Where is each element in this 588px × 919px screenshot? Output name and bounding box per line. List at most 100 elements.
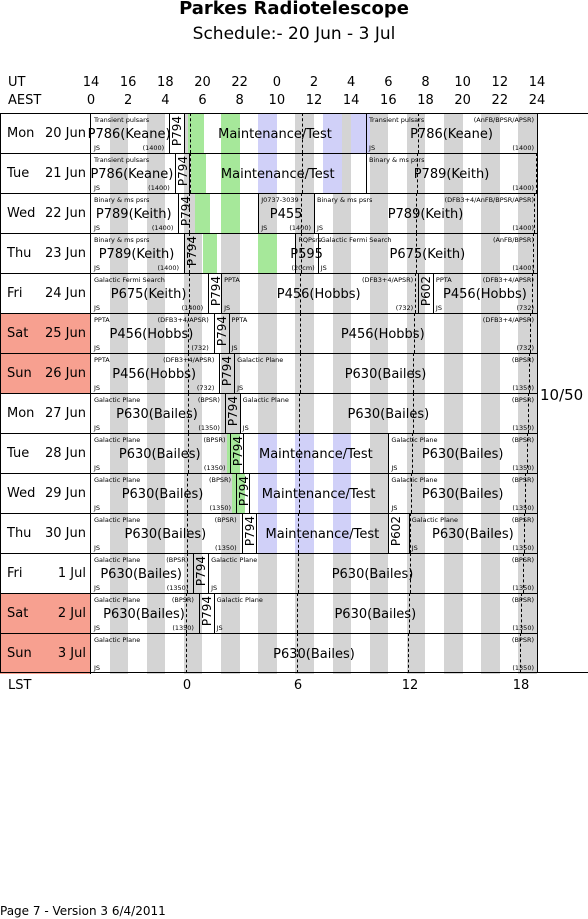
day-name: Sun <box>7 646 32 661</box>
project-description: Binary & ms psrs <box>369 156 425 164</box>
block-separator <box>248 474 250 514</box>
hour-stripe <box>518 634 537 674</box>
project-label: P630(Bailes) <box>421 487 504 502</box>
observer-label: JS <box>94 584 101 592</box>
hour-stripe <box>146 354 166 394</box>
lst-line <box>409 553 411 593</box>
observer-label: JS <box>211 584 218 592</box>
day-name: Sun <box>7 366 32 381</box>
hour-stripe <box>406 514 426 554</box>
project-description: Galactic Plane <box>94 636 141 644</box>
hour-stripe <box>518 514 537 554</box>
hour-stripe <box>481 234 500 274</box>
frequency-label: (1350) <box>209 504 232 512</box>
block-separator <box>208 554 210 594</box>
day-label: Tue 21 Jun <box>0 154 91 194</box>
backend-label: (BPSR) <box>511 596 534 604</box>
block-separator <box>241 514 243 554</box>
hour-stripe <box>481 514 500 554</box>
hour-stripe <box>109 634 129 674</box>
frequency-label: (1400) <box>512 144 534 152</box>
hour-stripe <box>444 354 463 394</box>
lst-line <box>297 553 299 593</box>
frequency-label: (1400) <box>289 224 311 232</box>
hour-stripe <box>444 474 463 514</box>
maintenance-stripe <box>323 114 342 154</box>
project-description: RQPsrs <box>298 236 322 244</box>
day-label: Sun 3 Jul <box>0 634 91 674</box>
project-label: Maintenance/Test <box>220 167 335 182</box>
lst-line <box>411 433 413 473</box>
day-date: 23 Jun <box>45 246 86 261</box>
frequency-label: (1400) <box>148 184 170 192</box>
ut-tick: 14 <box>82 75 100 90</box>
project-description: Binary & ms psrs <box>317 196 373 204</box>
hour-stripe <box>444 434 463 474</box>
project-label: P630(Bailes) <box>432 527 514 542</box>
hour-stripe <box>295 114 314 154</box>
schedule-row: Tue 21 Jun P786(Keane) Transient pulsars JS (… <box>0 153 537 194</box>
project-description: Galactic Plane <box>242 396 289 404</box>
hour-stripe <box>183 554 203 594</box>
backend-label: (BPSR) <box>511 476 534 484</box>
hour-stripe <box>258 554 277 594</box>
hour-stripe <box>258 594 277 634</box>
hour-stripe <box>518 394 537 434</box>
hour-stripe <box>444 554 463 594</box>
block-separator <box>418 274 420 314</box>
side-label: 10/50 <box>540 386 584 404</box>
aest-tick: 4 <box>161 93 170 108</box>
project-label: P675(Keith) <box>389 247 466 262</box>
p794-stripe <box>226 434 240 474</box>
maintenance-stripe <box>323 154 342 194</box>
lst-line <box>298 433 300 473</box>
hour-stripe <box>183 434 203 474</box>
aest-tick: 18 <box>417 93 434 108</box>
observer-label: JS <box>94 264 101 272</box>
hour-stripe <box>444 194 463 234</box>
hour-stripe <box>481 194 500 234</box>
hour-stripe <box>109 394 129 434</box>
project-description: Galactic Plane <box>94 476 141 484</box>
hour-stripe <box>369 554 389 594</box>
day-label: Mon 27 Jun <box>0 394 91 434</box>
hour-stripe <box>146 514 166 554</box>
block-separator <box>213 594 215 634</box>
hour-stripe <box>518 354 537 394</box>
hour-stripe <box>295 154 314 194</box>
lst-line <box>299 393 301 433</box>
hour-stripe <box>146 154 166 194</box>
backend-label: (BPSR) <box>511 516 534 524</box>
backend-label: (DFB3+4/AnFB/BPSR/APSR) <box>444 196 534 204</box>
project-label: P630(Bailes) <box>421 447 504 462</box>
maintenance-stripe <box>258 434 277 474</box>
aest-tick: 8 <box>235 93 244 108</box>
hour-stripe <box>369 314 389 354</box>
hour-stripe <box>406 194 426 234</box>
day-label: Wed 29 Jun <box>0 474 91 514</box>
maintenance-stripe <box>332 514 352 554</box>
hour-stripe <box>183 274 203 314</box>
day-date: 20 Jun <box>45 126 86 141</box>
lst-line <box>187 433 189 473</box>
hour-stripe <box>221 514 240 554</box>
hour-stripe <box>109 434 129 474</box>
project-description: J0737-3039 <box>261 196 299 204</box>
maintenance-stripe <box>332 474 352 514</box>
lst-line <box>411 473 413 513</box>
day-name: Tue <box>7 446 30 461</box>
block-separator <box>239 394 241 434</box>
lst-line <box>299 353 301 393</box>
backend-label: (BPSR) <box>511 436 534 444</box>
lst-tick: 6 <box>293 678 303 693</box>
hour-stripe <box>146 274 166 314</box>
lst-line <box>527 393 529 433</box>
hour-stripe <box>109 314 129 354</box>
lst-line <box>533 233 535 273</box>
hour-stripe <box>183 234 203 274</box>
observer-label: JS <box>94 144 101 152</box>
project-description: Galactic Plane <box>237 356 284 364</box>
hour-stripe <box>444 114 463 154</box>
frequency-label: (1400) <box>181 304 204 312</box>
block-separator <box>183 234 185 274</box>
